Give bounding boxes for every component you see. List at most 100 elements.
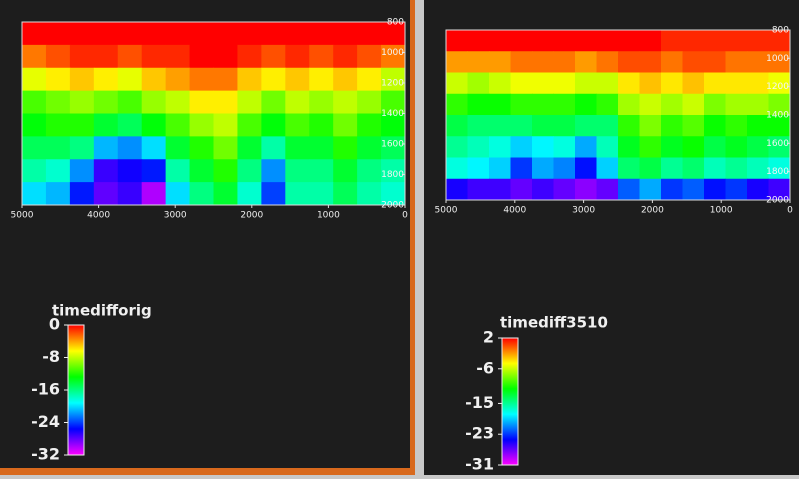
heatmap-cell [285, 182, 310, 206]
heatmap-cell [213, 136, 238, 160]
heatmap-cell [237, 67, 262, 92]
heatmap-cell [333, 182, 358, 206]
heatmap-cell [22, 159, 47, 183]
heatmap-cell [22, 136, 47, 160]
heatmap-cell [747, 72, 769, 95]
heatmap-cell [682, 136, 705, 158]
heatmap-cell [489, 136, 511, 158]
heatmap-cell [768, 72, 791, 95]
y-tick-label: 1000 [766, 54, 789, 64]
heatmap-cell [747, 51, 769, 73]
heatmap-cell [237, 136, 262, 160]
heatmap-cell [22, 44, 47, 69]
colorbar-tick-label: 0 [49, 315, 60, 334]
heatmap-cell [467, 115, 490, 137]
y-tick-label: 2000 [381, 201, 404, 211]
heatmap-cell [45, 22, 71, 46]
y-tick-label: 800 [387, 18, 404, 28]
heatmap-cell [22, 113, 47, 137]
heatmap-cell [510, 51, 533, 73]
colorbar-tick-label: -8 [42, 347, 60, 366]
heatmap-cell [357, 22, 382, 46]
heatmap-cell [189, 113, 214, 137]
heatmap-cell [639, 72, 662, 95]
x-tick-label: 5000 [435, 206, 458, 216]
heatmap-cell [618, 51, 640, 73]
heatmap-cell [510, 178, 533, 201]
heatmap-cell [213, 67, 238, 92]
heatmap-cell [575, 72, 597, 95]
heatmap-cell [117, 136, 143, 160]
heatmap-cell [261, 22, 286, 46]
heatmap-cell [93, 44, 119, 69]
heatmap-cell [704, 51, 726, 73]
heatmap-cell [381, 22, 406, 46]
heatmap-cell [489, 72, 511, 95]
heatmap-cell [141, 90, 167, 114]
heatmap-cell [93, 67, 119, 92]
heatmap-cell [69, 136, 95, 160]
heatmap-cell [532, 93, 554, 116]
heatmap-cell [510, 30, 533, 52]
heatmap-cell [618, 30, 640, 52]
heatmap-cell [446, 72, 468, 95]
heatmap-cell [381, 67, 406, 92]
heatmap-cell [213, 22, 238, 46]
heatmap-cell [189, 182, 214, 206]
heatmap-cell [747, 136, 769, 158]
heatmap-cell [117, 182, 143, 206]
heatmap-cell [93, 22, 119, 46]
heatmap-cell [22, 182, 47, 206]
heatmap-cell [467, 72, 490, 95]
heatmap-cell [261, 113, 286, 137]
heatmap-cell [532, 157, 554, 180]
heatmap-cell [285, 136, 310, 160]
heatmap-cell [333, 22, 358, 46]
heatmap-cell [45, 136, 71, 160]
heatmap-cell [725, 178, 748, 201]
heatmap-cell [532, 115, 554, 137]
colorbar-tick-label: -31 [465, 455, 494, 474]
heatmap-cell [510, 115, 533, 137]
heatmap-cell [357, 90, 382, 114]
heatmap-cell [237, 22, 262, 46]
heatmap-cell [165, 136, 191, 160]
heatmap-cell [357, 159, 382, 183]
heatmap-cell [237, 159, 262, 183]
heatmap-cell [661, 115, 683, 137]
heatmap-cell [532, 178, 554, 201]
heatmap-cell [575, 136, 597, 158]
heatmap-cell [141, 182, 167, 206]
heatmap-cell [69, 113, 95, 137]
heatmap-cell [768, 93, 791, 116]
heatmap-cell [489, 93, 511, 116]
heatmap-cell [661, 93, 683, 116]
heatmap-cell [704, 93, 726, 116]
heatmap-cell [446, 178, 468, 201]
heatmap-cell [45, 113, 71, 137]
heatmap-cell [532, 51, 554, 73]
heatmap-cell [467, 51, 490, 73]
heatmap-cell [333, 136, 358, 160]
heatmap-cell [381, 113, 406, 137]
heatmap-cell [22, 67, 47, 92]
heatmap-cell [510, 157, 533, 180]
y-tick-label: 1400 [766, 111, 789, 121]
heatmap-cell [285, 159, 310, 183]
heatmap-cell [618, 115, 640, 137]
colorbar [501, 337, 519, 466]
heatmap-cell [596, 178, 619, 201]
heatmap-cell [618, 136, 640, 158]
heatmap-cell [489, 51, 511, 73]
heatmap-cell [661, 136, 683, 158]
heatmap-cell [725, 157, 748, 180]
heatmap-cell [141, 113, 167, 137]
heatmap-cell [285, 44, 310, 69]
colorbar-title: timedifforig [52, 302, 152, 320]
heatmap-cell [117, 159, 143, 183]
heatmap-cell [639, 136, 662, 158]
heatmap-cell [237, 113, 262, 137]
colorbar-tick-label: 2 [483, 328, 494, 347]
heatmap-cell [553, 30, 576, 52]
heatmap-cell [189, 159, 214, 183]
